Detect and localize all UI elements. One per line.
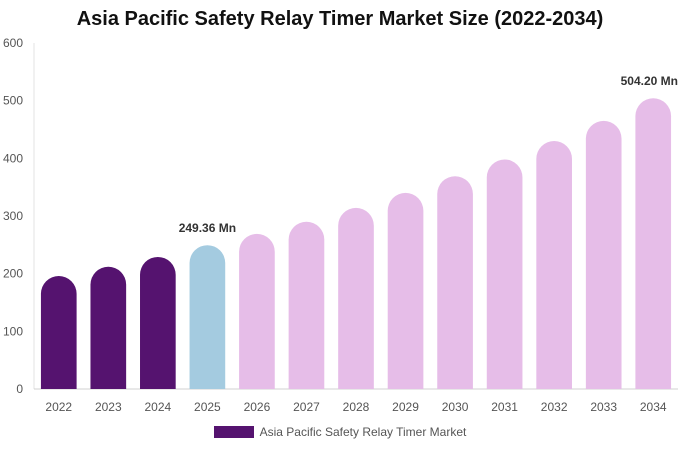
data-labels: 249.36 Mn 504.20 Mn bbox=[179, 74, 678, 235]
bar-2033 bbox=[585, 120, 622, 390]
x-tick-label-2033: 2033 bbox=[590, 400, 617, 414]
x-tick-label-2027: 2027 bbox=[293, 400, 320, 414]
bar-2028 bbox=[338, 207, 374, 389]
y-tick-label-5: 500 bbox=[3, 94, 23, 108]
x-tick-label-2023: 2023 bbox=[95, 400, 122, 414]
legend: Asia Pacific Safety Relay Timer Market bbox=[0, 425, 680, 439]
x-tick-label-2024: 2024 bbox=[144, 400, 171, 414]
legend-label: Asia Pacific Safety Relay Timer Market bbox=[259, 425, 467, 439]
x-tick-label-2034: 2034 bbox=[640, 400, 667, 414]
chart-title: Asia Pacific Safety Relay Timer Market S… bbox=[76, 8, 604, 30]
y-tick-label-3: 300 bbox=[3, 209, 23, 223]
data-label-2025: 249.36 Mn bbox=[179, 221, 236, 235]
y-tick-label-6: 600 bbox=[3, 36, 23, 50]
bar-2027 bbox=[288, 221, 325, 389]
x-axis-ticks: 2022 2023 2024 2025 2026 2027 2028 2029 2030 2031… bbox=[45, 400, 666, 414]
bar-2024 bbox=[140, 256, 176, 389]
legend-swatch bbox=[213, 426, 254, 438]
x-tick-label-2032: 2032 bbox=[541, 400, 568, 414]
bar-2034 bbox=[635, 98, 672, 389]
bar-2026 bbox=[239, 233, 275, 389]
y-tick-label-2: 200 bbox=[3, 267, 23, 281]
bar-2023 bbox=[90, 266, 127, 389]
bar-2025 bbox=[189, 245, 226, 389]
y-axis-ticks: 0 100 200 300 400 500 600 bbox=[3, 36, 23, 396]
bar-2022 bbox=[40, 275, 77, 389]
y-tick-label-4: 400 bbox=[3, 151, 23, 165]
bars bbox=[40, 98, 672, 390]
x-tick-label-2031: 2031 bbox=[491, 400, 518, 414]
x-tick-label-2029: 2029 bbox=[392, 400, 419, 414]
bar-2031 bbox=[486, 159, 523, 389]
x-tick-label-2025: 2025 bbox=[194, 400, 221, 414]
y-tick-label-0: 0 bbox=[16, 382, 23, 396]
y-tick-label-1: 100 bbox=[3, 324, 23, 338]
bar-2030 bbox=[437, 176, 473, 389]
data-label-2034: 504.20 Mn bbox=[621, 74, 678, 88]
bar-2029 bbox=[387, 192, 424, 389]
x-tick-label-2028: 2028 bbox=[343, 400, 370, 414]
x-tick-label-2022: 2022 bbox=[45, 400, 72, 414]
bar-2032 bbox=[536, 141, 572, 389]
x-tick-label-2026: 2026 bbox=[244, 400, 271, 414]
x-tick-label-2030: 2030 bbox=[442, 400, 469, 414]
